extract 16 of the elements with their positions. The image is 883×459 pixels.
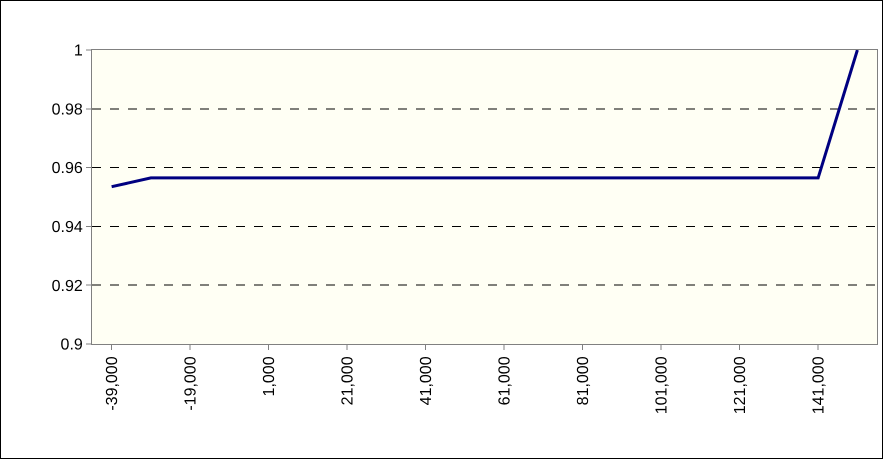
y-tick-label: 1 xyxy=(74,42,83,60)
x-tick-label: 81,000 xyxy=(574,356,592,406)
x-tick-label: 61,000 xyxy=(496,356,514,406)
x-tick-label: -19,000 xyxy=(182,356,200,411)
x-tick-label: 141,000 xyxy=(810,356,828,414)
y-tick-label: 0.96 xyxy=(52,160,83,178)
y-tick-label: 0.92 xyxy=(52,278,83,295)
x-tick-label: 121,000 xyxy=(732,356,749,414)
x-tick-label: 101,000 xyxy=(653,356,670,414)
x-tick-label: 21,000 xyxy=(339,356,356,406)
y-tick-label: 0.94 xyxy=(52,219,83,236)
x-tick-label: 1,000 xyxy=(260,356,278,396)
x-tick-label: -39,000 xyxy=(104,356,121,411)
y-tick-label: 0.98 xyxy=(52,101,83,118)
y-tick-label: 0.9 xyxy=(60,336,83,354)
x-tick-label: 41,000 xyxy=(418,356,435,406)
